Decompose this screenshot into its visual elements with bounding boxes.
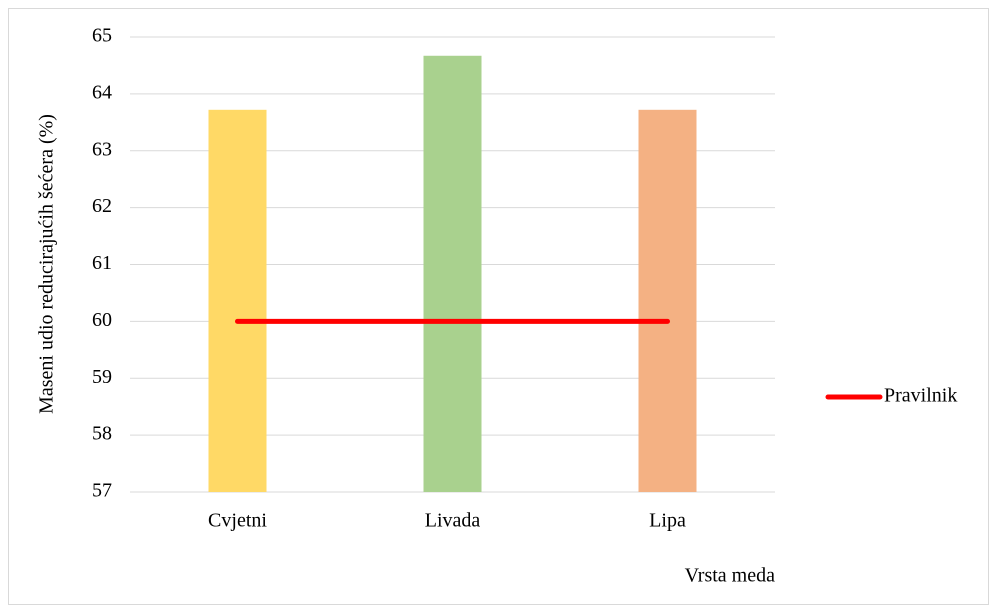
x-tick-label: Cvjetni [208, 510, 267, 532]
x-tick-label: Livada [425, 510, 481, 532]
bar [638, 109, 697, 493]
y-tick-label: 60 [92, 309, 112, 331]
y-tick-label: 59 [92, 366, 112, 388]
y-tick-label: 63 [92, 138, 112, 160]
bar [208, 109, 267, 493]
y-axis-label: Maseni udio reducirajućih šećera (%) [36, 114, 58, 414]
legend-label: Pravilnik [884, 385, 957, 407]
bar [423, 55, 482, 493]
x-tick-label: Lipa [649, 510, 686, 532]
y-tick-label: 58 [92, 423, 112, 445]
x-axis-label: Vrsta meda [685, 565, 776, 587]
chart-border [8, 8, 989, 605]
y-tick-label: 64 [92, 81, 112, 103]
y-tick-label: 61 [92, 252, 112, 274]
y-tick-label: 62 [92, 195, 112, 217]
y-tick-label: 65 [92, 25, 112, 47]
y-tick-label: 57 [92, 480, 112, 502]
